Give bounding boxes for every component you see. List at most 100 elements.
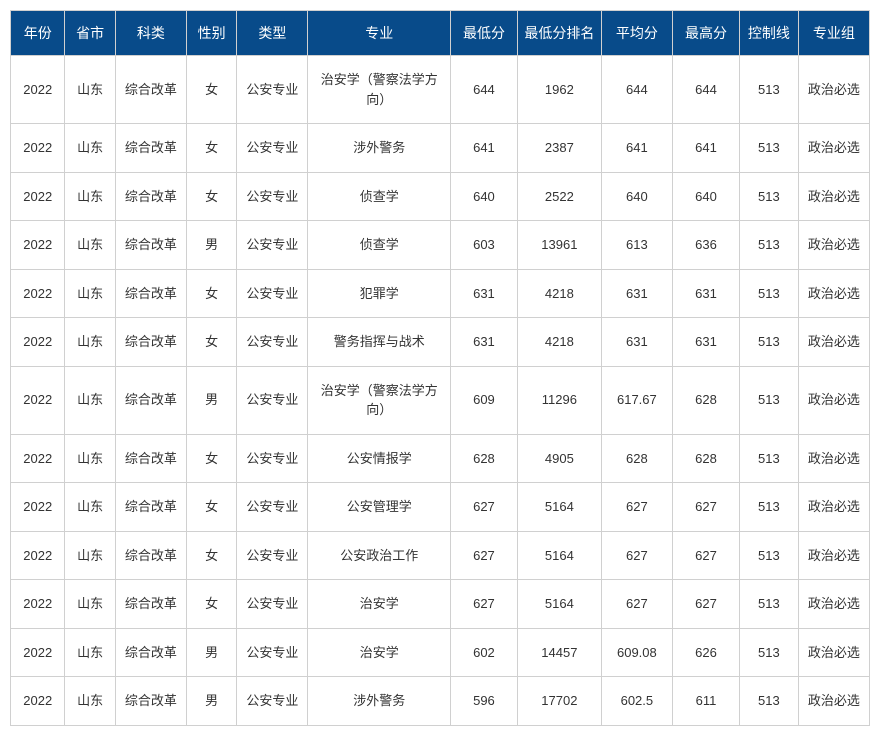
cell-rank: 5164 [517,483,601,532]
cell-type: 公安专业 [237,434,308,483]
col-header-max: 最高分 [672,11,739,56]
cell-rank: 4218 [517,318,601,367]
cell-rank: 5164 [517,531,601,580]
cell-group: 政治必选 [798,269,869,318]
cell-year: 2022 [11,56,65,124]
col-header-min: 最低分 [450,11,517,56]
cell-avg: 617.67 [601,366,672,434]
cell-year: 2022 [11,531,65,580]
cell-avg: 631 [601,269,672,318]
cell-type: 公安专业 [237,269,308,318]
cell-subj: 综合改革 [115,580,186,629]
table-row: 2022山东综合改革男公安专业治安学（警察法学方向）60911296617.67… [11,366,870,434]
cell-sex: 女 [186,318,236,367]
cell-rank: 2522 [517,172,601,221]
cell-rank: 4905 [517,434,601,483]
cell-avg: 641 [601,124,672,173]
cell-rank: 17702 [517,677,601,726]
cell-max: 644 [672,56,739,124]
table-row: 2022山东综合改革女公安专业侦查学6402522640640513政治必选 [11,172,870,221]
cell-min: 640 [450,172,517,221]
cell-max: 636 [672,221,739,270]
cell-avg: 627 [601,580,672,629]
cell-max: 611 [672,677,739,726]
cell-prov: 山东 [65,434,115,483]
cell-year: 2022 [11,628,65,677]
cell-ctrl: 513 [740,628,799,677]
cell-avg: 613 [601,221,672,270]
table-row: 2022山东综合改革女公安专业公安管理学6275164627627513政治必选 [11,483,870,532]
admissions-table: 年份省市科类性别类型专业最低分最低分排名平均分最高分控制线专业组 2022山东综… [10,10,870,726]
cell-prov: 山东 [65,172,115,221]
cell-subj: 综合改革 [115,366,186,434]
cell-group: 政治必选 [798,221,869,270]
cell-subj: 综合改革 [115,172,186,221]
cell-major: 警务指挥与战术 [308,318,450,367]
cell-subj: 综合改革 [115,124,186,173]
cell-avg: 627 [601,483,672,532]
col-header-year: 年份 [11,11,65,56]
cell-min: 627 [450,580,517,629]
cell-ctrl: 513 [740,434,799,483]
cell-avg: 609.08 [601,628,672,677]
cell-prov: 山东 [65,56,115,124]
table-row: 2022山东综合改革女公安专业犯罪学6314218631631513政治必选 [11,269,870,318]
cell-type: 公安专业 [237,483,308,532]
cell-sex: 女 [186,580,236,629]
cell-major: 治安学（警察法学方向） [308,366,450,434]
cell-group: 政治必选 [798,318,869,367]
col-header-type: 类型 [237,11,308,56]
cell-ctrl: 513 [740,531,799,580]
col-header-subj: 科类 [115,11,186,56]
cell-type: 公安专业 [237,221,308,270]
cell-avg: 602.5 [601,677,672,726]
cell-sex: 女 [186,434,236,483]
cell-sex: 男 [186,366,236,434]
cell-major: 公安情报学 [308,434,450,483]
cell-major: 犯罪学 [308,269,450,318]
table-row: 2022山东综合改革女公安专业公安情报学6284905628628513政治必选 [11,434,870,483]
table-row: 2022山东综合改革女公安专业警务指挥与战术6314218631631513政治… [11,318,870,367]
cell-group: 政治必选 [798,677,869,726]
table-row: 2022山东综合改革男公安专业治安学60214457609.08626513政治… [11,628,870,677]
cell-year: 2022 [11,580,65,629]
cell-subj: 综合改革 [115,269,186,318]
cell-min: 641 [450,124,517,173]
cell-year: 2022 [11,221,65,270]
cell-major: 涉外警务 [308,124,450,173]
cell-ctrl: 513 [740,366,799,434]
cell-subj: 综合改革 [115,434,186,483]
cell-ctrl: 513 [740,318,799,367]
cell-prov: 山东 [65,677,115,726]
cell-min: 628 [450,434,517,483]
cell-major: 治安学 [308,628,450,677]
cell-subj: 综合改革 [115,56,186,124]
cell-group: 政治必选 [798,628,869,677]
cell-min: 603 [450,221,517,270]
cell-min: 631 [450,318,517,367]
cell-sex: 女 [186,483,236,532]
cell-group: 政治必选 [798,172,869,221]
cell-rank: 13961 [517,221,601,270]
cell-subj: 综合改革 [115,531,186,580]
cell-group: 政治必选 [798,124,869,173]
cell-sex: 女 [186,124,236,173]
cell-group: 政治必选 [798,434,869,483]
cell-prov: 山东 [65,221,115,270]
cell-type: 公安专业 [237,56,308,124]
cell-avg: 628 [601,434,672,483]
cell-ctrl: 513 [740,172,799,221]
cell-prov: 山东 [65,269,115,318]
cell-group: 政治必选 [798,580,869,629]
cell-max: 627 [672,580,739,629]
cell-year: 2022 [11,677,65,726]
cell-prov: 山东 [65,531,115,580]
cell-major: 侦查学 [308,221,450,270]
cell-min: 631 [450,269,517,318]
cell-sex: 女 [186,172,236,221]
cell-year: 2022 [11,366,65,434]
cell-type: 公安专业 [237,531,308,580]
cell-ctrl: 513 [740,580,799,629]
cell-min: 627 [450,483,517,532]
cell-rank: 5164 [517,580,601,629]
